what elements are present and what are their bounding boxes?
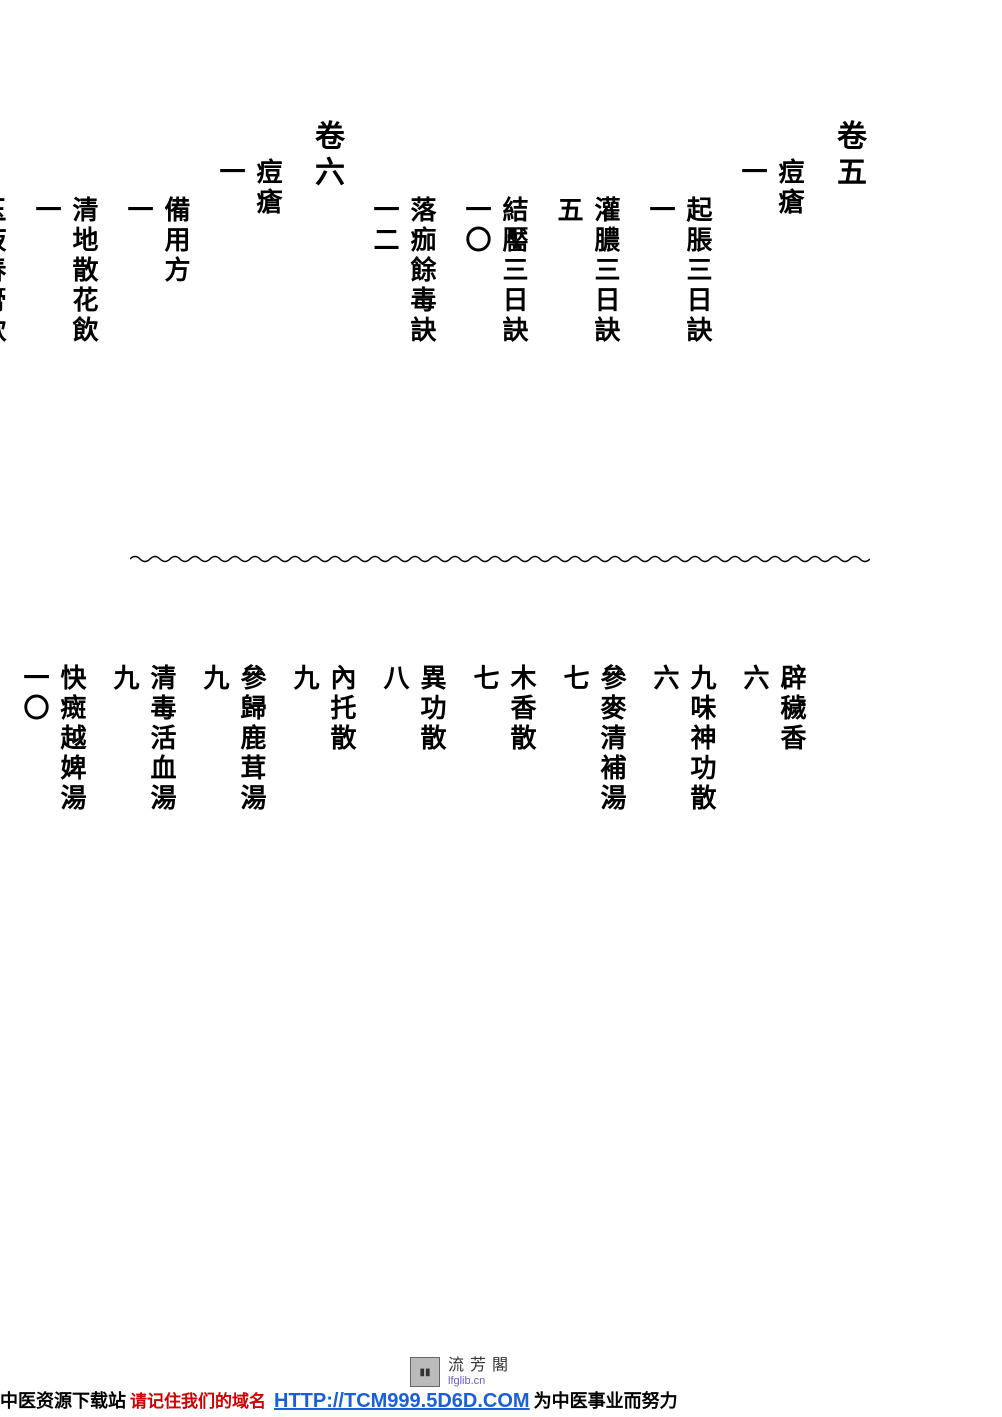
entry-page: 六: [736, 664, 773, 1084]
entry-title: 痘瘡: [249, 158, 286, 578]
toc-entry: 痘瘡 一: [212, 158, 286, 578]
toc-entry: 清地散花飲 一: [28, 196, 102, 616]
entry-title: 清地散花飲: [65, 196, 102, 616]
footer-text-2: 请记住我们的域名: [130, 1387, 266, 1412]
entry-page: 一: [28, 196, 65, 616]
toc-entry: 灌膿三日訣 五: [550, 196, 624, 616]
entry-title: 異功散: [413, 664, 450, 1084]
book-icon: ▮▮: [410, 1357, 440, 1387]
footer-logo: ▮▮ 流芳閣 lfglib.cn: [410, 1357, 514, 1387]
toc-entry: 備用方 一: [120, 196, 194, 616]
toc-entry: 參麥清補湯 七: [556, 664, 630, 1084]
entry-page: 七: [466, 664, 503, 1084]
footer-url[interactable]: HTTP://TCM999.5D6D.COM: [274, 1390, 530, 1413]
entry-page: 一二: [366, 196, 403, 616]
toc-entry: 起脹三日訣 一: [642, 196, 716, 616]
entry-page: 一〇: [458, 196, 495, 616]
entry-title: 九味神功散: [683, 664, 720, 1084]
toc-top-columns: 卷五 痘瘡 一 起脹三日訣 一 灌膿三日訣 五 結靨三日訣 一〇 落痂餘毒訣 一…: [130, 120, 870, 550]
toc-entry: 辟穢香 六: [736, 664, 810, 1084]
logo-text-en: lfglib.cn: [448, 1375, 514, 1387]
toc-entry: 痘瘡 一: [734, 158, 808, 578]
entry-title: 清毒活血湯: [143, 664, 180, 1084]
entry-title: 參歸鹿茸湯: [233, 664, 270, 1084]
toc-bottom-columns: 辟穢香 六 九味神功散 六 參麥清補湯 七 木香散 七 異功散 八 內托散 九: [130, 664, 870, 1094]
entry-page: 七: [556, 664, 593, 1084]
toc-entry: 落痂餘毒訣 一二: [366, 196, 440, 616]
entry-page: 九: [106, 664, 143, 1084]
page-content: 卷五 痘瘡 一 起脹三日訣 一 灌膿三日訣 五 結靨三日訣 一〇 落痂餘毒訣 一…: [130, 120, 870, 1170]
footer-text-line: 中医资源下载站 请记住我们的域名 HTTP://TCM999.5D6D.COM …: [0, 1387, 1002, 1413]
entry-page: 一〇: [16, 664, 53, 1084]
entry-page: 九: [196, 664, 233, 1084]
toc-entry: 玉液春膏飲 三: [0, 196, 10, 616]
entry-title: 參麥清補湯: [593, 664, 630, 1084]
entry-title: 痘瘡: [771, 158, 808, 578]
entry-title: 落痂餘毒訣: [403, 196, 440, 616]
footer-text-1: 中医资源下载站: [0, 1387, 126, 1413]
entry-title: 玉液春膏飲: [0, 196, 10, 616]
entry-page: 一: [734, 158, 771, 578]
toc-entry: 九味神功散 六: [646, 664, 720, 1084]
entry-title: 灌膿三日訣: [587, 196, 624, 616]
footer: ▮▮ 流芳閣 lfglib.cn 中医资源下载站 请记住我们的域名 HTTP:/…: [0, 1357, 1002, 1417]
toc-entry: 異功散 八: [376, 664, 450, 1084]
toc-entry: 木香散 七: [466, 664, 540, 1084]
entry-title: 起脹三日訣: [679, 196, 716, 616]
entry-page: 九: [286, 664, 323, 1084]
toc-entry: 內托散 九: [286, 664, 360, 1084]
logo-text-cn: 流芳閣: [448, 1357, 514, 1375]
entry-title: 結靨三日訣: [495, 196, 532, 616]
entry-title: 辟穢香: [773, 664, 810, 1084]
entry-title: 快癍越婢湯: [53, 664, 90, 1084]
volume-heading: 卷六: [304, 120, 348, 192]
toc-entry: 清毒活血湯 九: [106, 664, 180, 1084]
entry-page: 八: [376, 664, 413, 1084]
toc-entry: 結靨三日訣 一〇: [458, 196, 532, 616]
entry-title: 備用方: [157, 196, 194, 616]
volume-heading: 卷五: [826, 120, 870, 192]
entry-title: 內托散: [323, 664, 360, 1084]
toc-entry: 參歸鹿茸湯 九: [196, 664, 270, 1084]
entry-title: 木香散: [503, 664, 540, 1084]
entry-page: 一: [212, 158, 249, 578]
toc-entry: 快癍越婢湯 一〇: [16, 664, 90, 1084]
entry-page: 六: [646, 664, 683, 1084]
entry-page: 一: [642, 196, 679, 616]
footer-text-3: 为中医事业而努力: [534, 1387, 678, 1413]
entry-page: 一: [120, 196, 157, 616]
entry-page: 五: [550, 196, 587, 616]
